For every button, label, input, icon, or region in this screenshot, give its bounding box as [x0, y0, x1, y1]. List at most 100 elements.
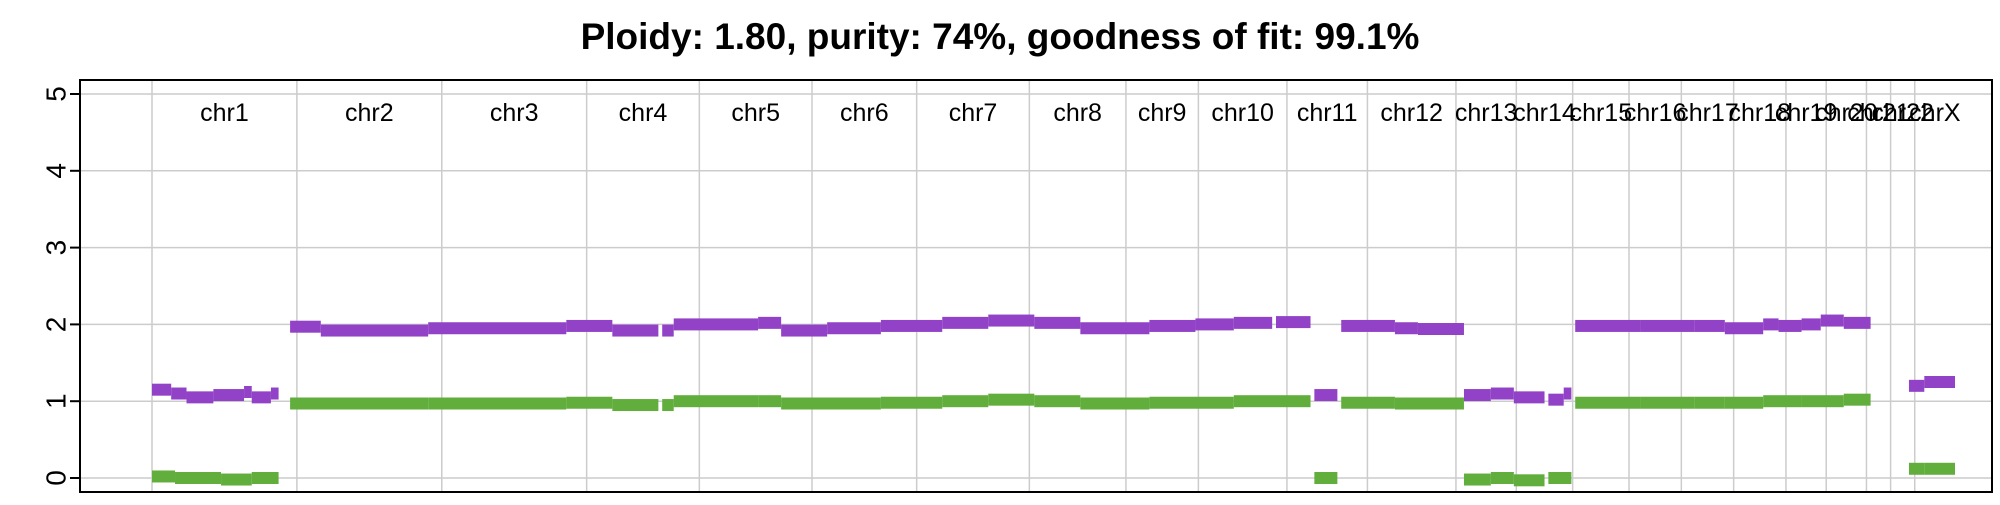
series-0-segment-18 — [942, 316, 989, 329]
series-0-segment-8 — [320, 324, 429, 337]
series-1-segment-20 — [1341, 396, 1395, 409]
chrom-label-chr1: chr1 — [200, 99, 249, 127]
chrom-label-chr14: chr14 — [1513, 99, 1576, 127]
series-0-segment-3 — [213, 389, 245, 402]
series-0-segment-10 — [566, 319, 613, 332]
series-0-segment-40 — [1778, 319, 1802, 332]
series-0-segment-25 — [1275, 316, 1311, 329]
series-0-segment-26 — [1314, 389, 1338, 402]
chrom-label-chr18: chr18 — [1729, 99, 1792, 127]
series-1-segment-15 — [1034, 395, 1081, 408]
chrom-label-chr20: chr20 — [1815, 99, 1878, 127]
series-0-segment-32 — [1513, 391, 1545, 404]
series-1-segment-18 — [1233, 395, 1311, 408]
series-0-segment-41 — [1801, 318, 1821, 331]
series-0-segment-14 — [758, 316, 782, 329]
series-0-segment-0 — [152, 383, 172, 396]
series-1-segment-5 — [428, 397, 567, 410]
series-0-segment-29 — [1417, 323, 1464, 336]
series-1-segment-1 — [175, 472, 222, 484]
series-0-segment-6 — [270, 387, 279, 400]
y-tick-label-2: 2 — [40, 317, 71, 333]
series-0-segment-28 — [1394, 322, 1418, 335]
plot-frame — [79, 79, 1993, 493]
series-1-segment-29 — [1724, 396, 1764, 409]
series-0-segment-31 — [1490, 387, 1514, 400]
series-0-segment-19 — [988, 314, 1035, 327]
y-tick-label-3: 3 — [40, 240, 71, 256]
series-1-segment-34 — [1924, 462, 1955, 475]
series-0-segment-35 — [1575, 319, 1641, 332]
series-1-segment-30 — [1763, 395, 1802, 408]
series-1-segment-22 — [1463, 473, 1491, 486]
chrom-label-chr10: chr10 — [1211, 99, 1274, 127]
series-0-segment-2 — [186, 391, 214, 404]
series-1-segment-19 — [1314, 472, 1338, 484]
series-1-segment-31 — [1801, 395, 1844, 408]
chrom-label-chr17: chr17 — [1676, 99, 1739, 127]
chrom-label-chr22: chr22 — [1871, 99, 1934, 127]
series-0-segment-21 — [1080, 322, 1150, 335]
series-0-segment-45 — [1924, 376, 1955, 388]
series-1-segment-17 — [1149, 396, 1234, 409]
series-0-segment-44 — [1908, 379, 1925, 392]
y-tick-label-1: 1 — [40, 393, 71, 409]
chrom-label-chr5: chr5 — [731, 99, 780, 127]
series-0-segment-39 — [1763, 318, 1779, 331]
series-1-segment-7 — [612, 399, 659, 412]
series-0-segment-11 — [612, 324, 659, 337]
chrom-label-chr7: chr7 — [949, 99, 998, 127]
series-0-segment-42 — [1820, 314, 1844, 327]
series-0-segment-12 — [662, 324, 674, 337]
chrom-label-chr9: chr9 — [1138, 99, 1187, 127]
series-1-segment-16 — [1080, 397, 1150, 410]
series-0-segment-1 — [171, 387, 187, 400]
series-1-segment-25 — [1548, 472, 1572, 484]
series-0-segment-13 — [673, 318, 759, 331]
series-0-segment-5 — [251, 391, 271, 404]
chrom-label-chr19: chr19 — [1775, 99, 1838, 127]
series-0-segment-27 — [1341, 319, 1395, 332]
series-0-segment-16 — [827, 322, 881, 335]
chrom-label-chr4: chr4 — [619, 99, 668, 127]
series-0-segment-17 — [880, 319, 943, 332]
series-1-segment-24 — [1513, 474, 1545, 487]
series-0-segment-33 — [1548, 393, 1564, 406]
series-1-segment-26 — [1575, 396, 1641, 409]
series-1-segment-8 — [662, 399, 674, 412]
y-tick-label-4: 4 — [40, 163, 71, 179]
chrom-label-chr11: chr11 — [1297, 99, 1358, 127]
series-1-segment-14 — [988, 393, 1035, 406]
series-1-segment-11 — [781, 397, 881, 410]
series-1-segment-4 — [290, 397, 429, 410]
chrom-label-chrX: chrX — [1909, 99, 1961, 127]
chrom-label-chr13: chr13 — [1455, 99, 1518, 127]
series-1-segment-21 — [1394, 397, 1464, 410]
series-1-segment-32 — [1843, 393, 1871, 406]
series-0-segment-23 — [1195, 318, 1234, 331]
series-1-segment-3 — [251, 472, 279, 484]
chrom-label-chr2: chr2 — [345, 99, 394, 127]
series-0-segment-37 — [1694, 319, 1725, 332]
series-0-segment-7 — [290, 320, 321, 333]
series-1-segment-2 — [221, 473, 252, 486]
series-0-segment-34 — [1563, 387, 1572, 400]
chrom-label-chr15: chr15 — [1570, 99, 1633, 127]
y-tick-label-0: 0 — [40, 470, 71, 486]
series-0-segment-15 — [781, 324, 828, 337]
series-0-segment-43 — [1843, 316, 1871, 329]
series-1-segment-12 — [880, 396, 943, 409]
series-1-segment-13 — [942, 395, 989, 408]
chrom-label-chr3: chr3 — [490, 99, 539, 127]
series-0-segment-9 — [428, 322, 567, 335]
series-1-segment-6 — [566, 396, 613, 409]
chrom-label-chr6: chr6 — [840, 99, 889, 127]
chart-title: Ploidy: 1.80, purity: 74%, goodness of f… — [580, 16, 1420, 57]
series-0-segment-30 — [1463, 389, 1491, 402]
series-1-segment-28 — [1694, 396, 1725, 409]
series-0-segment-36 — [1640, 319, 1695, 332]
series-0-segment-20 — [1034, 316, 1081, 329]
series-0-segment-4 — [244, 385, 252, 398]
